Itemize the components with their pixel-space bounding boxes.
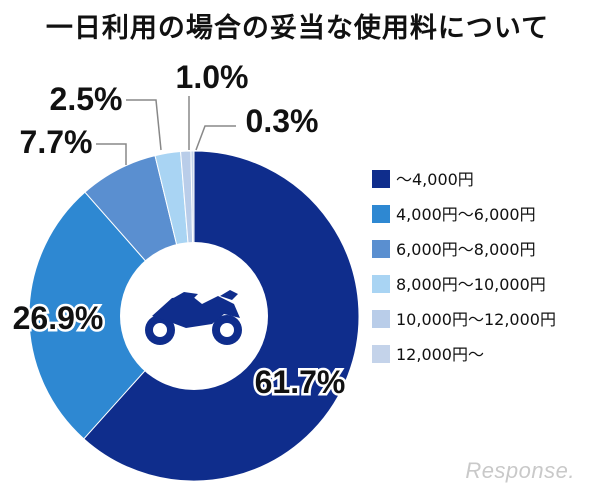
legend-label-0: ～4,000円	[396, 170, 474, 189]
legend-swatch-0	[372, 170, 390, 188]
percent-label-5: 0.3%	[246, 103, 319, 139]
callout-line-5	[195, 125, 236, 151]
legend: ～4,000円 4,000円～6,000円 6,000円～8,000円 8,000円～…	[372, 170, 556, 364]
slice-1	[28, 191, 195, 440]
callout-line-2	[96, 143, 127, 165]
callout-line-3	[126, 99, 162, 151]
legend-label-3: 8,000円～10,000円	[396, 275, 546, 294]
legend-swatch-4	[372, 310, 390, 328]
motorcycle-icon	[145, 290, 242, 345]
percent-label-3: 2.5%	[50, 81, 123, 117]
legend-swatch-1	[372, 205, 390, 223]
legend-label-2: 6,000円～8,000円	[396, 240, 536, 259]
percent-label-2: 7.7%	[20, 124, 93, 160]
chart-title: 一日利用の場合の妥当な使用料について	[45, 13, 550, 44]
percent-label-4: 1.0%	[176, 59, 249, 95]
legend-label-4: 10,000円～12,000円	[396, 310, 556, 329]
percent-label-0: 61.7%	[255, 364, 346, 400]
response-watermark: Response.	[465, 458, 575, 483]
legend-swatch-5	[372, 345, 390, 363]
legend-label-5: 12,000円～	[396, 345, 484, 364]
percent-labels: 61.7% 26.9% 7.7% 2.5% 1.0% 0.3%	[10, 59, 348, 403]
callout-lines	[96, 96, 236, 165]
percent-label-1: 26.9%	[13, 300, 104, 336]
legend-swatch-3	[372, 275, 390, 293]
legend-swatch-2	[372, 240, 390, 258]
legend-label-1: 4,000円～6,000円	[396, 205, 536, 224]
